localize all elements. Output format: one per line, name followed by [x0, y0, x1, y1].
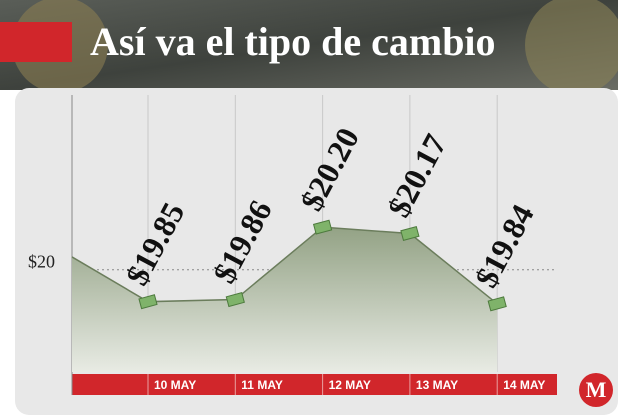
- bill-marker: [400, 225, 420, 242]
- x-tick-label: 14 MAY: [503, 378, 545, 392]
- x-tick-label: 10 MAY: [154, 378, 196, 392]
- chart-title: Así va el tipo de cambio: [90, 19, 496, 64]
- area: [72, 227, 498, 372]
- header-accent: [0, 22, 72, 62]
- x-axis-bar: [72, 374, 557, 395]
- logo-text: M: [586, 377, 607, 402]
- x-tick-label: 11 MAY: [241, 378, 283, 392]
- coin-decoration: [525, 0, 618, 95]
- x-tick-label: 13 MAY: [416, 378, 458, 392]
- y-tick-label: $20: [28, 252, 55, 272]
- x-tick-label: 12 MAY: [329, 378, 371, 392]
- bill-marker: [312, 219, 333, 235]
- bill-marker: [225, 292, 245, 308]
- bill-marker: [487, 296, 507, 312]
- logo: [579, 373, 613, 407]
- bill-marker: [138, 294, 158, 310]
- line: [71, 226, 498, 305]
